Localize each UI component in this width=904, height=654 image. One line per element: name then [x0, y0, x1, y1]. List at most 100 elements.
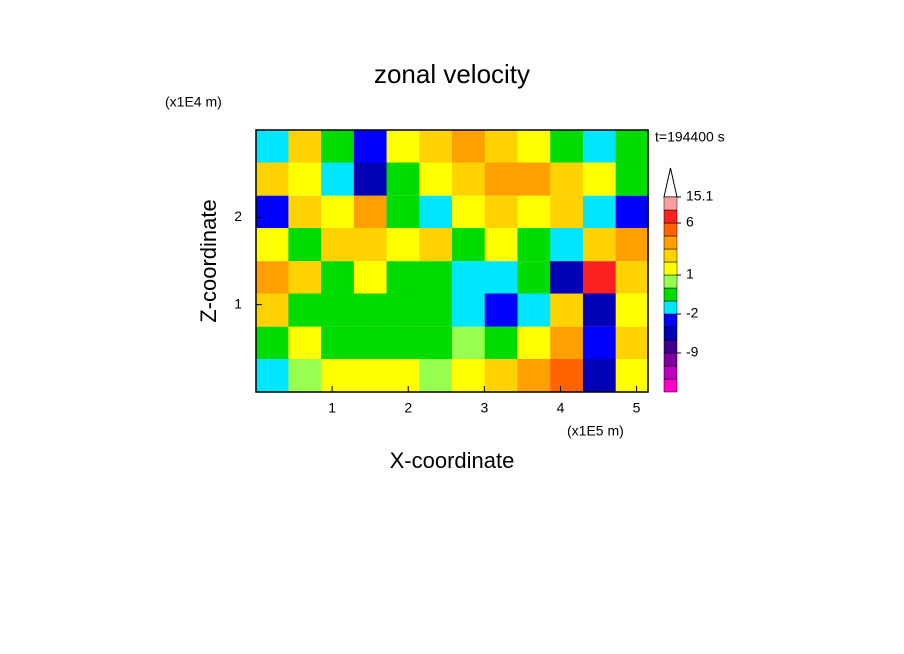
field-cell: [615, 195, 649, 229]
field-cell: [452, 162, 486, 196]
colorbar-segment: [663, 378, 678, 393]
field-cell: [615, 359, 649, 393]
field-cell: [288, 293, 322, 327]
chart-title: zonal velocity: [374, 59, 530, 89]
field-cell: [517, 261, 551, 295]
field-cell: [484, 195, 518, 229]
colorbar-label: -2: [686, 305, 699, 321]
field-cell: [452, 261, 486, 295]
field-cell: [550, 293, 584, 327]
field-cell: [484, 293, 518, 327]
field-cell: [582, 195, 617, 229]
field-cell: [288, 195, 322, 229]
field-cell: [288, 326, 322, 360]
colorbar-segment: [663, 326, 678, 341]
field-cell: [255, 261, 289, 295]
field-cell: [321, 130, 355, 164]
field-cell: [550, 359, 584, 393]
field-cell: [550, 195, 584, 229]
field-cell: [419, 162, 453, 196]
annotation: t=194400 s: [655, 129, 725, 145]
field-cell: [353, 162, 388, 196]
field-cell: [517, 228, 551, 262]
field-cell: [288, 359, 322, 393]
field-cell: [517, 130, 551, 164]
colorbar-segment: [663, 287, 678, 302]
field-cell: [321, 326, 355, 360]
x-tick-label: 3: [480, 400, 488, 416]
field-cell: [419, 228, 453, 262]
field-cell: [255, 228, 289, 262]
field-cell: [288, 130, 322, 164]
field-cell: [255, 326, 289, 360]
y-tick-label: 1: [234, 295, 242, 311]
field-cell: [321, 359, 355, 393]
field-cell: [419, 293, 453, 327]
field-cell: [615, 228, 649, 262]
field-cell: [517, 326, 551, 360]
x-unit: (x1E5 m): [567, 423, 624, 439]
x-tick-label: 5: [633, 400, 641, 416]
field-cell: [353, 195, 388, 229]
field-cell: [255, 293, 289, 327]
field-cell: [550, 261, 584, 295]
field-cell: [386, 162, 420, 196]
field-cell: [615, 326, 649, 360]
field-cell: [255, 130, 289, 164]
field-cell: [321, 195, 355, 229]
colorbar-segment: [663, 339, 678, 354]
field-cell: [353, 359, 388, 393]
field-cell: [386, 195, 420, 229]
field-cell: [353, 261, 388, 295]
field-cell: [484, 162, 518, 196]
field-cell: [517, 162, 551, 196]
field-cell: [582, 228, 617, 262]
field-cell: [452, 293, 486, 327]
colorbar-segment: [663, 313, 678, 328]
colorbar-segment: [663, 235, 678, 250]
field-cell: [288, 162, 322, 196]
y-unit: (x1E4 m): [165, 94, 222, 110]
field-cell: [452, 130, 486, 164]
colorbar-label: 15.1: [686, 188, 713, 204]
field-cell: [484, 359, 518, 393]
colorbar-label: 6: [686, 214, 694, 230]
colorbar-segment: [663, 365, 678, 380]
colorbar-segment: [663, 352, 678, 367]
y-tick-label: 2: [234, 208, 242, 224]
colorbar-segment: [663, 274, 678, 289]
field-cell: [386, 326, 420, 360]
x-axis-label: X-coordinate: [390, 448, 515, 473]
colorbar-segment: [663, 209, 678, 224]
field-cell: [255, 195, 289, 229]
field-cell: [550, 162, 584, 196]
field-cell: [386, 228, 420, 262]
field-cell: [353, 326, 388, 360]
field-cell: [386, 359, 420, 393]
y-axis-label: Z-coordinate: [196, 199, 221, 323]
field-cell: [484, 228, 518, 262]
field-cell: [419, 195, 453, 229]
field-cell: [582, 326, 617, 360]
field-cell: [615, 130, 649, 164]
field-cell: [353, 130, 388, 164]
field-cell: [288, 228, 322, 262]
colorbar-segment: [663, 300, 678, 315]
field-cell: [550, 228, 584, 262]
field: [255, 130, 649, 393]
field-cell: [582, 130, 617, 164]
field-cell: [582, 162, 617, 196]
colorbar-segment: [663, 261, 678, 276]
x-tick-label: 1: [328, 400, 336, 416]
plot-frame: [255, 129, 649, 393]
field-cell: [353, 228, 388, 262]
field-cell: [452, 359, 486, 393]
field-cell: [386, 261, 420, 295]
field-cell: [582, 293, 617, 327]
field-cell: [419, 130, 453, 164]
colorbar-arrow: [663, 167, 678, 198]
field-cell: [550, 326, 584, 360]
field-cell: [582, 261, 617, 295]
field-cell: [321, 228, 355, 262]
